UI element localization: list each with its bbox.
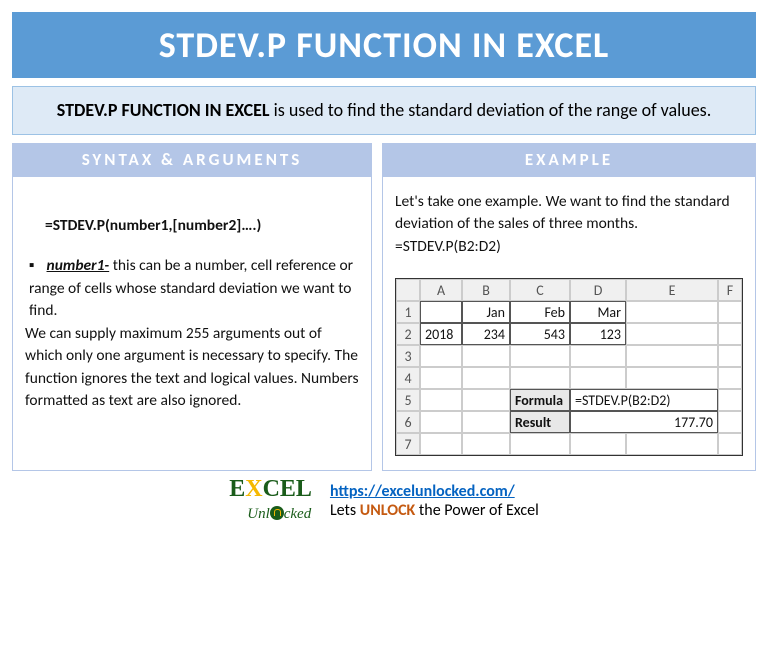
example-body: Let's take one example. We want to find … xyxy=(382,176,756,471)
grid-row: 4 xyxy=(396,367,742,389)
grid-row: 2 2018 234 543 123 xyxy=(396,323,742,345)
cell xyxy=(718,301,742,323)
cell: 543 xyxy=(510,323,570,345)
cell: Mar xyxy=(570,301,626,323)
example-formula: =STDEV.P(B2:D2) xyxy=(395,237,501,256)
row-header: 2 xyxy=(396,323,420,345)
cell xyxy=(510,433,570,455)
cell xyxy=(462,367,510,389)
col-header: E xyxy=(626,279,718,301)
col-header: F xyxy=(718,279,742,301)
description-text: is used to find the standard deviation o… xyxy=(270,99,712,121)
cell xyxy=(718,389,742,411)
cell xyxy=(570,433,626,455)
syntax-body: =STDEV.P(number1,[number2]….) ▪ number1-… xyxy=(12,176,372,471)
argument-name: number1- xyxy=(47,256,110,275)
cell xyxy=(626,345,718,367)
syntax-column: SYNTAX & ARGUMENTS =STDEV.P(number1,[num… xyxy=(12,143,372,471)
row-header: 4 xyxy=(396,367,420,389)
grid-row: 6 Result 177.70 xyxy=(396,411,742,433)
cell xyxy=(718,367,742,389)
cell xyxy=(462,389,510,411)
formula-label: Formula xyxy=(510,389,570,411)
example-column: EXAMPLE Let's take one example. We want … xyxy=(382,143,756,471)
cell xyxy=(420,411,462,433)
row-header: 3 xyxy=(396,345,420,367)
argument-item: ▪ number1- this can be a number, cell re… xyxy=(29,255,359,322)
row-header: 6 xyxy=(396,411,420,433)
cell xyxy=(510,345,570,367)
example-text: Let's take one example. We want to find … xyxy=(395,191,743,258)
cell: 2018 xyxy=(420,323,462,345)
cell xyxy=(626,301,718,323)
footer: EXCELUnlcked https://excelunlocked.com/ … xyxy=(12,479,756,522)
description-box: STDEV.P FUNCTION IN EXCEL is used to fin… xyxy=(12,86,756,135)
row-header: 5 xyxy=(396,389,420,411)
logo: EXCELUnlcked xyxy=(229,479,312,522)
description-bold: STDEV.P FUNCTION IN EXCEL xyxy=(57,99,270,121)
syntax-formula: =STDEV.P(number1,[number2]….) xyxy=(45,215,359,237)
cell xyxy=(570,345,626,367)
example-description: Let's take one example. We want to find … xyxy=(395,192,730,233)
cell xyxy=(718,323,742,345)
cell: Feb xyxy=(510,301,570,323)
page-title: STDEV.P FUNCTION IN EXCEL xyxy=(12,12,756,78)
cell xyxy=(570,367,626,389)
grid-row: 1 Jan Feb Mar xyxy=(396,301,742,323)
corner-cell xyxy=(396,279,420,301)
formula-value: =STDEV.P(B2:D2) xyxy=(570,389,718,411)
cell xyxy=(420,433,462,455)
row-header: 1 xyxy=(396,301,420,323)
syntax-header: SYNTAX & ARGUMENTS xyxy=(12,143,372,176)
row-header: 7 xyxy=(396,433,420,455)
syntax-note: We can supply maximum 255 arguments out … xyxy=(25,323,359,413)
cell xyxy=(718,433,742,455)
footer-link[interactable]: https://excelunlocked.com/ xyxy=(330,482,515,501)
col-header: B xyxy=(462,279,510,301)
cell xyxy=(626,433,718,455)
cell xyxy=(420,367,462,389)
cell xyxy=(462,433,510,455)
cell xyxy=(718,411,742,433)
cell xyxy=(626,367,718,389)
grid-row: 7 xyxy=(396,433,742,455)
cell xyxy=(510,367,570,389)
result-label: Result xyxy=(510,411,570,433)
col-header: A xyxy=(420,279,462,301)
col-header: C xyxy=(510,279,570,301)
grid-row: 3 xyxy=(396,345,742,367)
grid-row: 5 Formula =STDEV.P(B2:D2) xyxy=(396,389,742,411)
cell xyxy=(420,345,462,367)
cell: 123 xyxy=(570,323,626,345)
cell xyxy=(626,323,718,345)
cell xyxy=(462,411,510,433)
cell xyxy=(462,345,510,367)
cell: 234 xyxy=(462,323,510,345)
example-header: EXAMPLE xyxy=(382,143,756,176)
bullet-icon: ▪ xyxy=(29,255,43,277)
cell xyxy=(718,345,742,367)
col-header: D xyxy=(570,279,626,301)
content-columns: SYNTAX & ARGUMENTS =STDEV.P(number1,[num… xyxy=(12,143,756,471)
tagline-pre: Lets xyxy=(330,501,360,520)
footer-text: https://excelunlocked.com/ Lets UNLOCK t… xyxy=(330,482,539,520)
cell xyxy=(420,301,462,323)
tagline-unlock: UNLOCK xyxy=(360,501,416,520)
grid-header-row: A B C D E F xyxy=(396,279,742,301)
tagline-post: the Power of Excel xyxy=(415,501,538,520)
excel-grid: A B C D E F 1 Jan Feb Mar 2 xyxy=(395,278,743,456)
cell: Jan xyxy=(462,301,510,323)
cell xyxy=(420,389,462,411)
lock-icon xyxy=(270,506,284,520)
result-value: 177.70 xyxy=(570,411,718,433)
